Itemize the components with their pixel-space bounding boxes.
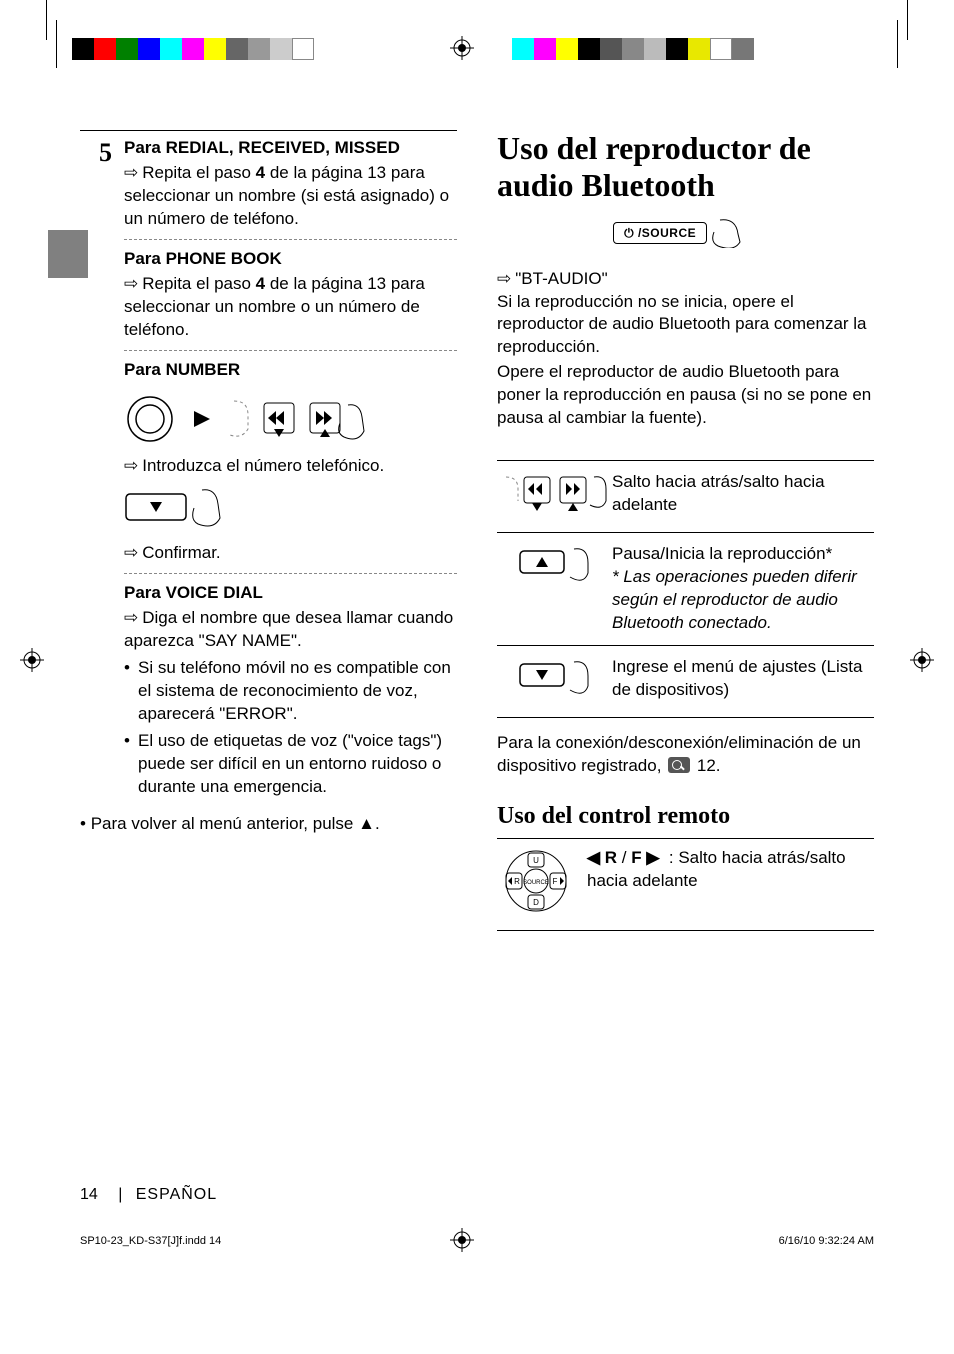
left-column: 5 Para REDIAL, RECEIVED, MISSED ⇨Repita …: [80, 130, 457, 1224]
registration-mark-left: [20, 648, 44, 672]
printer-swatches-left: [72, 38, 314, 60]
crop-mark: [897, 20, 898, 68]
separator: [124, 350, 457, 351]
after-table-note: Para la conexión/desconexión/eliminación…: [497, 732, 874, 778]
crop-mark: [56, 20, 57, 68]
pause-icon: [497, 543, 612, 594]
skip-icon: [497, 471, 612, 522]
bt-para2: Opere el reproductor de audio Bluetooth …: [497, 361, 874, 430]
svg-text:D: D: [533, 898, 539, 907]
number-line1: ⇨Introduzca el número telefónico.: [124, 455, 457, 478]
separator: [124, 573, 457, 574]
up-triangle-icon: ▲: [358, 814, 375, 833]
bullet-item: Si su teléfono móvil no es compatible co…: [124, 657, 457, 726]
confirm-button-diagram: [124, 488, 457, 534]
voicedial-bullets: Si su teléfono móvil no es compatible co…: [124, 657, 457, 799]
crop-mark: [907, 0, 908, 40]
step-body: Para REDIAL, RECEIVED, MISSED ⇨Repita el…: [124, 130, 457, 1224]
voicedial-text: ⇨Diga el nombre que desea llamar cuando …: [124, 607, 457, 653]
control-row-pause: Pausa/Inicia la reproducción* * Las oper…: [497, 532, 874, 645]
number-line2: ⇨Confirmar.: [124, 542, 457, 565]
page-footer: 14 | ESPAÑOL: [80, 1186, 874, 1204]
remote-desc: ◀ R / F ▶ : Salto hacia atrás/salto haci…: [587, 847, 874, 922]
separator: [124, 239, 457, 240]
bullet-item: El uso de etiquetas de voz ("voice tags"…: [124, 730, 457, 799]
number-controls-diagram: [124, 391, 457, 447]
number-heading: Para NUMBER: [124, 359, 457, 382]
section-title: Uso del reproductor de audio Bluetooth: [497, 130, 874, 204]
page-ref-icon: [668, 757, 690, 773]
svg-text:SOURCE: SOURCE: [523, 880, 549, 886]
crop-mark: [46, 0, 47, 40]
voicedial-heading: Para VOICE DIAL: [124, 582, 457, 605]
svg-text:F: F: [553, 877, 558, 886]
pause-desc: Pausa/Inicia la reproducción* * Las oper…: [612, 543, 874, 635]
remote-row: SOURCE U D R F ◀ R / F ▶ : Salto hacia a…: [497, 838, 874, 931]
source-button-label: ⏻ /SOURCE: [613, 222, 707, 244]
footer-sep: |: [118, 1186, 122, 1203]
svg-text:R: R: [514, 877, 520, 886]
print-file: SP10-23_KD-S37[J]f.indd 14: [80, 1235, 221, 1247]
remote-left-symbol: ◀ R: [587, 848, 617, 867]
page-number: 14: [80, 1186, 98, 1204]
control-row-skip: Salto hacia atrás/salto hacia adelante: [497, 461, 874, 532]
bt-audio-line: ⇨"BT-AUDIO": [497, 268, 874, 291]
print-timestamp: 6/16/10 9:32:24 AM: [779, 1235, 874, 1247]
remote-right-symbol: F ▶: [631, 848, 659, 867]
phonebook-text: ⇨Repita el paso 4 de la página 13 para s…: [124, 273, 457, 342]
registration-mark-right: [910, 648, 934, 672]
menu-icon: [497, 656, 612, 707]
remote-dpad-icon: SOURCE U D R F: [497, 847, 587, 922]
svg-text:U: U: [533, 856, 539, 865]
arrow-icon: ⇨: [124, 274, 138, 293]
page-content: 5 Para REDIAL, RECEIVED, MISSED ⇨Repita …: [80, 130, 874, 1224]
bt-audio-block: ⇨"BT-AUDIO" Si la reproducción no se ini…: [497, 268, 874, 431]
footer-language: ESPAÑOL: [136, 1186, 217, 1203]
arrow-icon: ⇨: [497, 269, 511, 288]
skip-desc: Salto hacia atrás/salto hacia adelante: [612, 471, 874, 517]
print-footer: SP10-23_KD-S37[J]f.indd 14 6/16/10 9:32:…: [80, 1235, 874, 1247]
menu-desc: Ingrese el menú de ajustes (Lista de dis…: [612, 656, 874, 702]
registration-mark-top: [450, 36, 474, 60]
redial-text: ⇨Repita el paso 4 de la página 13 para s…: [124, 162, 457, 231]
printer-swatches-right: [512, 38, 754, 60]
arrow-icon: ⇨: [124, 543, 138, 562]
source-button-diagram: ⏻ /SOURCE: [497, 218, 874, 248]
control-row-menu: Ingrese el menú de ajustes (Lista de dis…: [497, 645, 874, 717]
redial-heading: Para REDIAL, RECEIVED, MISSED: [124, 137, 457, 160]
arrow-icon: ⇨: [124, 163, 138, 182]
bt-para1: Si la reproducción no se inicia, opere e…: [497, 291, 874, 360]
phonebook-heading: Para PHONE BOOK: [124, 248, 457, 271]
return-note: • Para volver al menú anterior, pulse ▲.: [80, 813, 457, 836]
step-number: 5: [80, 130, 124, 1224]
remote-title: Uso del control remoto: [497, 800, 874, 832]
right-column: Uso del reproductor de audio Bluetooth ⏻…: [497, 130, 874, 1224]
arrow-icon: ⇨: [124, 456, 138, 475]
arrow-icon: ⇨: [124, 608, 138, 627]
controls-table: Salto hacia atrás/salto hacia adelante P…: [497, 460, 874, 718]
